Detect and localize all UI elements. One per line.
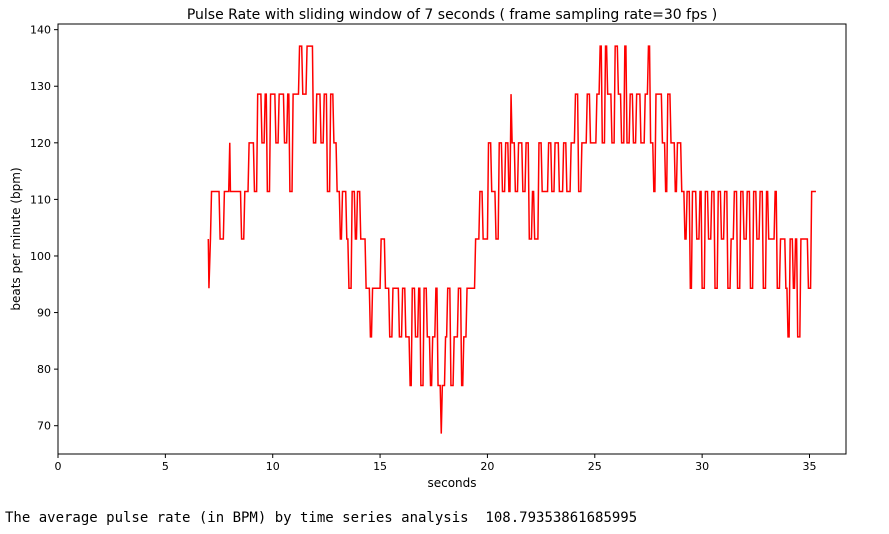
- x-axis-ticks: 0 5 10 15 20 25 30 35: [55, 454, 816, 473]
- y-tick-label: 90: [37, 307, 51, 320]
- y-tick-label: 130: [30, 80, 51, 93]
- pulse-rate-chart: Pulse Rate with sliding window of 7 seco…: [9, 7, 847, 490]
- y-tick-label: 70: [37, 420, 51, 433]
- x-tick-label: 35: [802, 460, 816, 473]
- y-tick-label: 100: [30, 250, 51, 263]
- y-tick-label: 110: [30, 193, 51, 206]
- pulse-rate-series-line: [207, 45, 816, 434]
- y-tick-label: 120: [30, 137, 51, 150]
- y-axis-label: beats per minute (bpm): [9, 167, 23, 310]
- y-tick-label: 140: [30, 24, 51, 37]
- x-tick-label: 5: [162, 460, 169, 473]
- y-tick-label: 80: [37, 363, 51, 376]
- plot-frame: [57, 23, 847, 455]
- chart-title: Pulse Rate with sliding window of 7 seco…: [187, 7, 717, 23]
- x-tick-label: 10: [266, 460, 280, 473]
- x-tick-label: 20: [480, 460, 494, 473]
- x-axis-label: seconds: [427, 476, 476, 490]
- x-tick-label: 30: [695, 460, 709, 473]
- x-tick-label: 25: [588, 460, 602, 473]
- x-tick-label: 15: [373, 460, 387, 473]
- y-axis-ticks: 70 80 90 100 110 120 130 140: [30, 24, 58, 433]
- average-pulse-output: The average pulse rate (in BPM) by time …: [5, 510, 638, 526]
- x-tick-label: 0: [55, 460, 62, 473]
